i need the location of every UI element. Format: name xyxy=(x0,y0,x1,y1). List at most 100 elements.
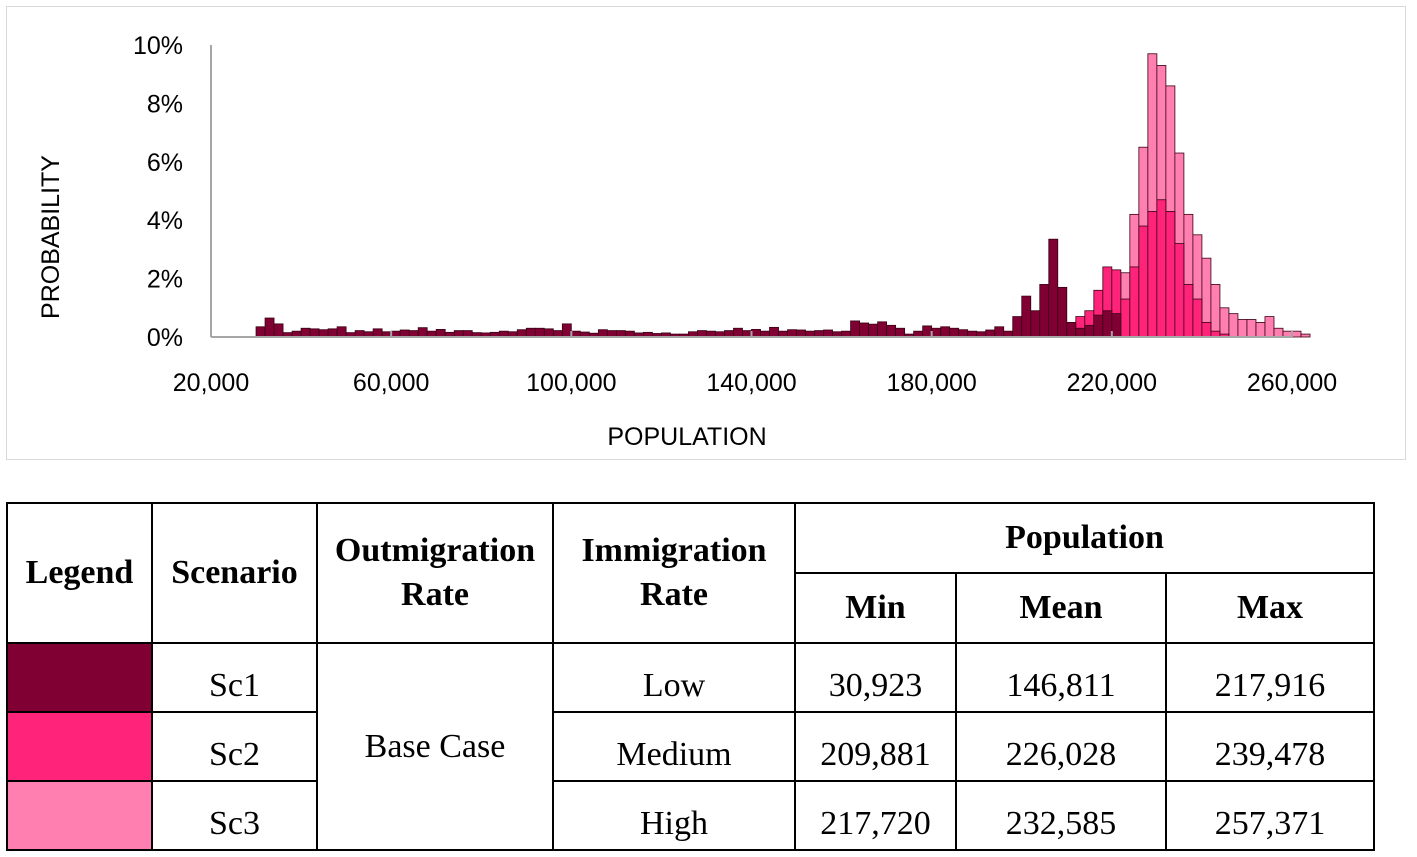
bar-sc2 xyxy=(1138,225,1149,338)
bar-sc1 xyxy=(309,328,320,338)
bar-sc1 xyxy=(931,327,942,338)
bar-sc1 xyxy=(994,326,1005,338)
bar-sc1 xyxy=(1057,286,1068,338)
bar-sc1 xyxy=(886,324,897,338)
legend-swatch-sc3 xyxy=(6,780,153,851)
immigration-cell: High xyxy=(552,780,796,851)
bar-sc1 xyxy=(543,328,554,338)
bar-sc1 xyxy=(940,326,951,338)
bar-sc1 xyxy=(516,329,527,338)
header-max: Max xyxy=(1165,572,1375,644)
mean-cell: 226,028 xyxy=(955,711,1167,782)
legend-swatch-sc1 xyxy=(6,642,153,713)
bar-sc3 xyxy=(1255,321,1266,338)
scenario-cell: Sc2 xyxy=(151,711,318,782)
bar-sc3 xyxy=(1210,284,1221,338)
bar-sc1 xyxy=(1084,324,1095,338)
bar-sc1 xyxy=(1021,295,1032,338)
min-cell: 209,881 xyxy=(794,711,957,782)
bar-sc1 xyxy=(859,322,870,338)
bar-sc1 xyxy=(327,328,338,338)
immigration-cell: Medium xyxy=(552,711,796,782)
bar-sc1 xyxy=(1039,284,1050,338)
bar-sc1 xyxy=(877,321,888,338)
bar-sc2 xyxy=(1165,211,1176,338)
bar-sc1 xyxy=(1066,321,1077,338)
x-tick-label: 20,000 xyxy=(173,369,249,397)
table-row: Sc1 Base Case Low 30,923 146,811 217,916 xyxy=(6,642,1375,851)
bar-sc1 xyxy=(264,317,275,338)
y-tick-label: 6% xyxy=(147,149,183,177)
min-cell: 30,923 xyxy=(794,642,957,713)
bar-sc1 xyxy=(435,329,446,338)
header-population: Population xyxy=(794,502,1375,574)
bar-sc3 xyxy=(1300,333,1311,338)
bar-sc1 xyxy=(769,326,779,338)
bar-sc1 xyxy=(372,328,383,338)
bar-sc1 xyxy=(1012,316,1023,338)
bar-sc1 xyxy=(1075,327,1086,338)
bar-sc1 xyxy=(534,327,545,338)
mean-cell: 232,585 xyxy=(955,780,1167,851)
bar-sc1 xyxy=(985,329,996,338)
max-cell: 257,371 xyxy=(1165,780,1375,851)
mean-cell: 146,811 xyxy=(955,642,1167,713)
bar-sc1 xyxy=(733,327,743,338)
bar-sc2 xyxy=(1147,211,1158,338)
y-tick-label: 0% xyxy=(147,324,183,352)
max-cell: 217,916 xyxy=(1165,642,1375,713)
bar-sc1 xyxy=(255,326,266,338)
header-legend: Legend xyxy=(6,502,153,644)
x-tick-label: 220,000 xyxy=(1067,369,1157,397)
bar-sc1 xyxy=(868,323,879,338)
header-scenario: Scenario xyxy=(151,502,318,644)
bar-sc1 xyxy=(850,320,861,338)
bar-sc3 xyxy=(1219,307,1230,338)
bar-sc3 xyxy=(1273,327,1284,338)
min-cell: 217,720 xyxy=(794,780,957,851)
table-header-row: Legend Scenario Outmigration Rate Immigr… xyxy=(6,502,1375,644)
bar-sc1 xyxy=(796,329,806,338)
header-outmigration-rate: Outmigration Rate xyxy=(316,502,554,644)
bar-sc1 xyxy=(1048,238,1059,338)
bar-sc1 xyxy=(336,326,347,338)
scenario-cell: Sc1 xyxy=(151,642,318,713)
table-row: Sc2 Medium 209,881 226,028 239,478 xyxy=(6,711,1375,782)
max-cell: 239,478 xyxy=(1165,711,1375,782)
bar-sc1 xyxy=(949,327,960,338)
bar-sc1 xyxy=(787,329,797,338)
y-tick-label: 10% xyxy=(133,32,183,60)
scenario-summary-table: Legend Scenario Outmigration Rate Immigr… xyxy=(6,502,1375,851)
y-tick-label: 2% xyxy=(147,266,183,294)
y-tick-label: 8% xyxy=(147,90,183,118)
bar-sc2 xyxy=(1156,199,1167,338)
bar-sc1 xyxy=(958,329,969,338)
header-min: Min xyxy=(794,572,957,644)
histogram-chart: 20,000 60,000 100,000 140,000 180,000 220,000… xyxy=(6,6,1406,460)
bar-sc1 xyxy=(751,329,761,338)
bar-sc1 xyxy=(1102,310,1113,338)
x-tick-label: 180,000 xyxy=(886,369,976,397)
bar-sc2 xyxy=(1129,266,1140,338)
bar-sc3 xyxy=(1246,319,1257,338)
bar-sc1 xyxy=(597,329,608,338)
bar-sc1 xyxy=(895,327,906,338)
bar-sc1 xyxy=(273,323,284,338)
bar-sc3 xyxy=(1237,319,1248,338)
bar-sc1 xyxy=(318,329,329,338)
bar-sc2 xyxy=(1120,298,1131,338)
table-row: Sc3 High 217,720 232,585 257,371 xyxy=(6,780,1375,851)
bar-sc1 xyxy=(1030,310,1041,338)
bar-sc1 xyxy=(417,327,428,338)
bar-sc1 xyxy=(1093,314,1104,338)
immigration-cell: Low xyxy=(552,642,796,713)
y-axis-title: PROBABILITY xyxy=(37,155,65,319)
scenario-cell: Sc3 xyxy=(151,780,318,851)
x-tick-label: 100,000 xyxy=(526,369,616,397)
bar-sc2 xyxy=(1201,321,1212,338)
x-tick-label: 60,000 xyxy=(353,369,429,397)
bar-sc3 xyxy=(1264,316,1275,338)
bar-sc1 xyxy=(823,329,833,338)
bar-sc1 xyxy=(561,323,572,338)
x-tick-label: 140,000 xyxy=(706,369,796,397)
